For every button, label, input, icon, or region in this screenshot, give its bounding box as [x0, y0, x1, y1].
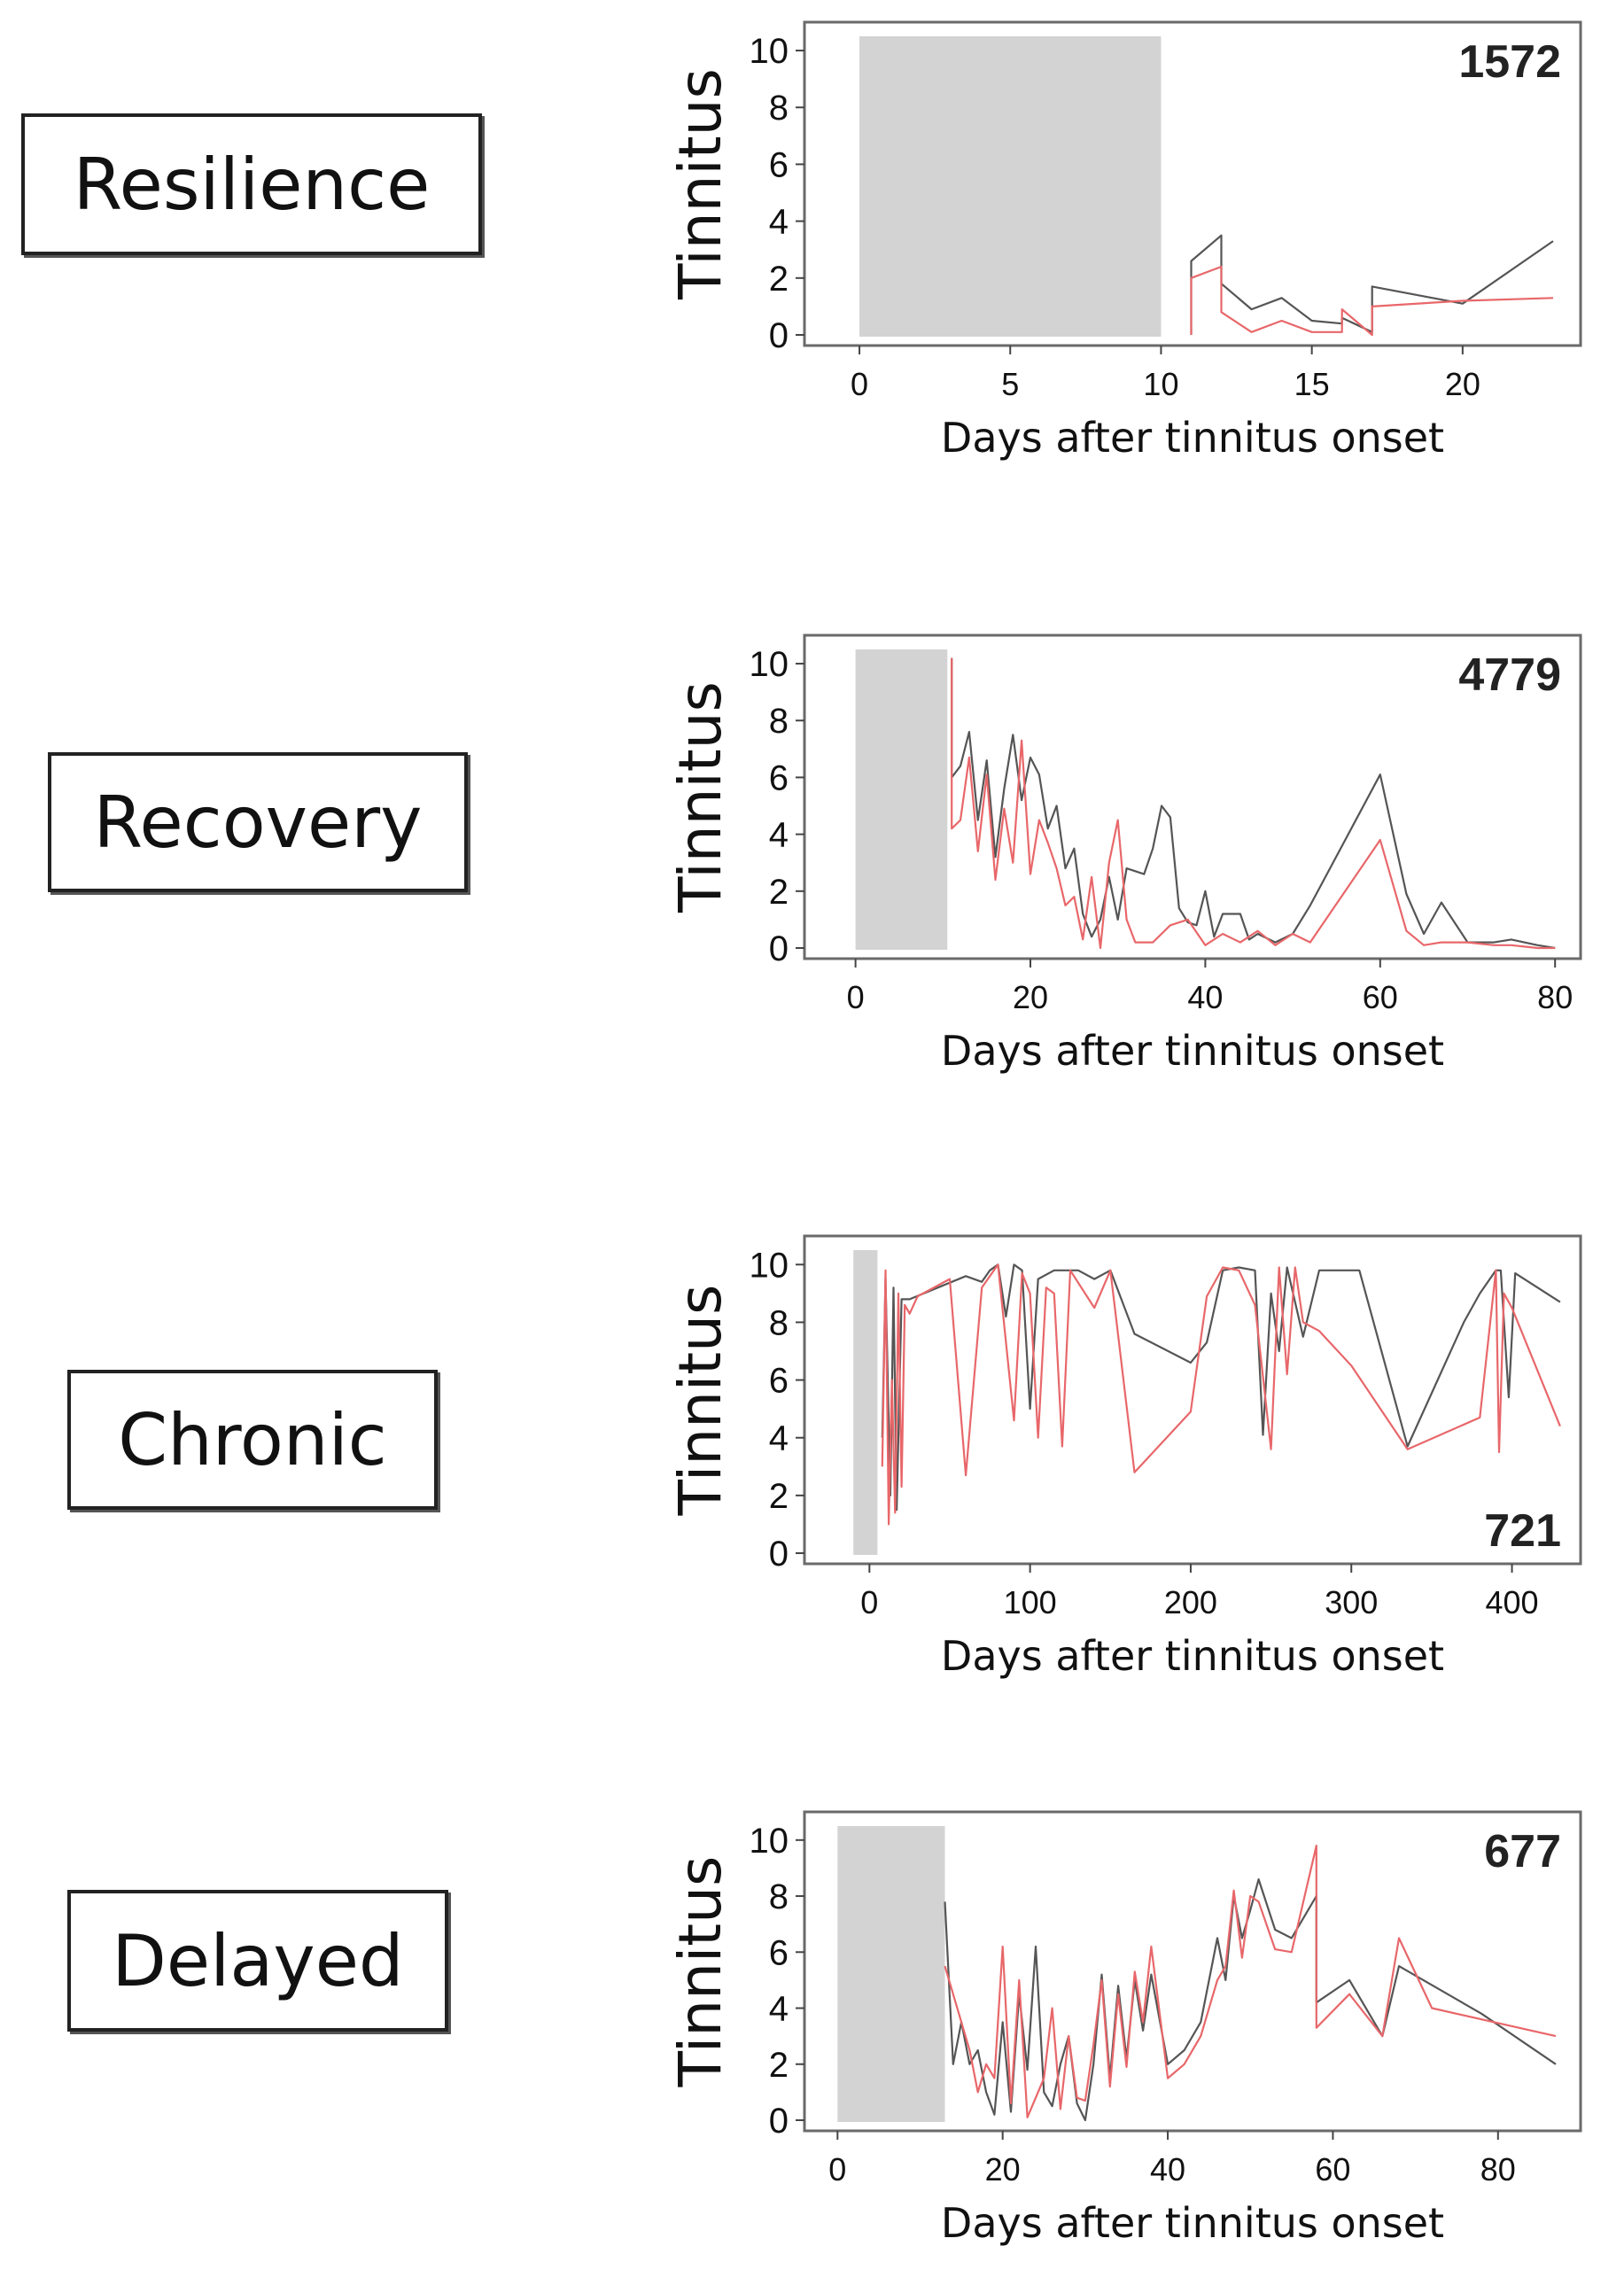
group-label-chronic: Chronic [67, 1370, 438, 1510]
y-tick-label: 6 [769, 145, 789, 184]
x-tick-label: 200 [1164, 1584, 1217, 1620]
x-axis-label: Days after tinnitus onset [941, 2199, 1444, 2247]
x-tick-label: 300 [1325, 1584, 1378, 1620]
y-axis-label: Tinnitus [666, 1285, 734, 1517]
y-tick-label: 10 [750, 32, 789, 71]
y-tick-label: 0 [769, 1535, 789, 1574]
y-tick-label: 4 [769, 1419, 789, 1458]
y-tick-label: 8 [769, 89, 789, 128]
x-axis-label: Days after tinnitus onset [941, 1027, 1444, 1075]
y-tick-label: 2 [769, 260, 789, 299]
y-tick-label: 6 [769, 1362, 789, 1401]
y-tick-label: 4 [769, 816, 789, 855]
x-tick-label: 15 [1294, 366, 1330, 402]
chart-delayed: 0 2 4 6 8 10 0 20 40 60 80 Days after tinnitus onse… [666, 1810, 1582, 2247]
x-tick-label: 40 [1187, 979, 1223, 1015]
patient-id: 4779 [1458, 649, 1561, 701]
y-tick-label: 10 [750, 645, 789, 684]
x-tick-label: 60 [1315, 2151, 1350, 2188]
y-tick-label: 6 [769, 1933, 789, 1972]
x-axis-label: Days after tinnitus onset [941, 1632, 1444, 1680]
y-tick-label: 8 [769, 1877, 789, 1916]
series-line-red [951, 657, 1556, 950]
shaded-period [837, 1826, 945, 2122]
shaded-period [859, 36, 1162, 337]
series-line-black [951, 657, 1556, 950]
series-line-red [944, 1845, 1557, 2118]
x-tick-label: 5 [1001, 366, 1019, 402]
series-line-red [881, 1263, 1561, 1526]
y-tick-label: 0 [769, 2102, 789, 2141]
x-tick-label: 100 [1004, 1584, 1057, 1620]
x-tick-label: 40 [1150, 2151, 1185, 2188]
y-tick-label: 4 [769, 203, 789, 242]
x-tick-label: 400 [1486, 1584, 1539, 1620]
x-tick-label: 20 [985, 2151, 1021, 2188]
y-tick-label: 2 [769, 1477, 789, 1516]
group-label-delayed: Delayed [67, 1890, 448, 2032]
y-tick-label: 6 [769, 758, 789, 797]
x-axis-label: Days after tinnitus onset [941, 414, 1444, 462]
patient-id: 677 [1484, 1826, 1561, 1877]
patient-id: 721 [1484, 1505, 1561, 1557]
x-tick-label: 10 [1143, 366, 1178, 402]
group-label-recovery: Recovery [48, 752, 468, 892]
x-tick-label: 0 [860, 1584, 878, 1620]
shaded-period [853, 1250, 878, 1555]
chart-recovery: 0 2 4 6 8 10 0 20 40 60 80 Days after tinnitus onse… [666, 633, 1582, 1075]
x-tick-label: 20 [1013, 979, 1048, 1015]
y-tick-label: 10 [750, 1246, 789, 1285]
x-tick-label: 0 [851, 366, 868, 402]
x-tick-label: 60 [1363, 979, 1398, 1015]
patient-id: 1572 [1458, 36, 1561, 88]
series-line-black [881, 1263, 1561, 1512]
series-line-red [1190, 265, 1554, 337]
y-tick-label: 4 [769, 1990, 789, 2029]
x-tick-label: 0 [847, 979, 865, 1015]
x-tick-label: 20 [1445, 366, 1480, 402]
x-tick-label: 0 [828, 2151, 846, 2188]
y-axis-label: Tinnitus [666, 1856, 734, 2088]
group-label-resilience: Resilience [21, 113, 482, 255]
y-tick-label: 0 [769, 929, 789, 968]
y-tick-label: 8 [769, 702, 789, 741]
x-tick-label: 80 [1480, 2151, 1516, 2188]
y-tick-label: 10 [750, 1822, 789, 1861]
x-tick-label: 80 [1537, 979, 1573, 1015]
y-tick-label: 0 [769, 316, 789, 355]
series-line-black [1190, 234, 1554, 335]
y-tick-label: 2 [769, 873, 789, 912]
y-tick-label: 2 [769, 2046, 789, 2085]
y-axis-label: Tinnitus [666, 681, 734, 913]
y-tick-label: 8 [769, 1303, 789, 1342]
y-axis-label: Tinnitus [666, 68, 734, 300]
shaded-period [855, 649, 948, 950]
